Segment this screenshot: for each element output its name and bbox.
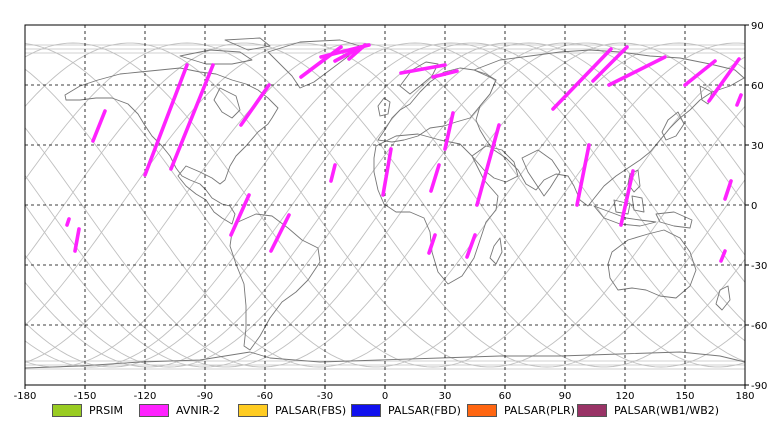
x-tick-label: 60 <box>499 391 512 400</box>
avnir-2-swath <box>229 193 251 237</box>
x-tick-label: -90 <box>197 391 213 400</box>
legend-item-palsar-fbs: PALSAR(FBS) <box>238 401 346 419</box>
legend-item-palsar-plr: PALSAR(PLR) <box>467 401 575 419</box>
legend-item-palsar-wb: PALSAR(WB1/WB2) <box>577 401 719 419</box>
avnir-2-swath <box>91 109 107 143</box>
avnir-2-swath <box>735 93 743 107</box>
coverage-map: -180 -150 -120 -90 -60 -30 0 30 60 90 120 150 180 90… <box>14 21 768 400</box>
x-tick-label: -150 <box>74 391 97 400</box>
coast-greenland <box>267 39 361 89</box>
avnir-2-swath <box>381 147 393 197</box>
x-tick-label: 90 <box>559 391 572 400</box>
y-tick-label: 60 <box>751 81 764 92</box>
graticule <box>25 25 745 385</box>
avnir-2-swath <box>427 233 437 255</box>
avnir-2-swath <box>607 55 667 87</box>
coast-japan <box>661 111 685 141</box>
avnir-2-swath <box>619 169 635 227</box>
avnir-2-swath <box>169 63 215 171</box>
legend-swatch-avnir-2 <box>139 403 169 417</box>
avnir-2-swath <box>683 59 717 87</box>
coast-kamchatka <box>699 85 713 105</box>
coast-europe <box>377 67 497 143</box>
avnir-2-swath <box>65 217 71 227</box>
avnir-2-swath <box>551 47 613 111</box>
coast-australia <box>607 229 697 299</box>
legend-swatch-palsar-fbs <box>238 403 268 417</box>
x-axis-ticks: -180 -150 -120 -90 -60 -30 0 30 60 90 120 150 180 <box>14 385 755 400</box>
legend-label-palsar-fbd: PALSAR(FBD) <box>388 403 461 417</box>
avnir-2-swath <box>475 123 501 207</box>
y-tick-label: -30 <box>751 261 767 272</box>
avnir-2-swath <box>347 43 367 61</box>
legend: PRSIM AVNIR-2 PALSAR(FBS) PALSAR(FBD) PA… <box>0 399 770 421</box>
coast-new-zealand <box>715 285 731 311</box>
y-tick-label: 30 <box>751 141 764 152</box>
x-tick-label: 120 <box>615 391 634 400</box>
avnir-2-swath <box>429 163 441 193</box>
avnir-2-swath <box>575 143 591 207</box>
coast-india <box>521 149 561 197</box>
legend-swatch-palsar-fbd <box>351 403 381 417</box>
legend-swatch-prsim <box>52 403 82 417</box>
avnir-2-swath <box>465 233 477 259</box>
x-tick-label: 180 <box>735 391 754 400</box>
coast-philippines <box>627 169 641 193</box>
x-tick-label: 30 <box>439 391 452 400</box>
coast-madagascar <box>489 237 503 265</box>
legend-item-avnir-2: AVNIR-2 <box>139 401 220 419</box>
orbit-track <box>24 42 746 368</box>
x-tick-label: -120 <box>134 391 157 400</box>
x-tick-label: 0 <box>382 391 388 400</box>
avnir-2-swath <box>73 227 81 253</box>
legend-label-palsar-fbs: PALSAR(FBS) <box>275 403 347 417</box>
y-tick-label: 90 <box>751 21 764 32</box>
avnir-2-swath <box>399 63 447 75</box>
avnir-2-swath <box>431 69 459 79</box>
legend-label-avnir-2: AVNIR-2 <box>176 403 220 417</box>
coast-new-guinea <box>655 211 693 229</box>
y-tick-label: -60 <box>751 321 767 332</box>
avnir-2-swath <box>239 83 271 127</box>
legend-swatch-palsar-wb <box>577 403 607 417</box>
avnir-2-swath <box>719 249 727 263</box>
coast-south-america <box>229 213 321 351</box>
x-tick-label: 150 <box>675 391 694 400</box>
avnir-2-swath <box>269 213 291 253</box>
legend-swatch-palsar-plr <box>467 403 497 417</box>
coast-africa <box>373 133 499 285</box>
avnir-2-swath <box>443 111 455 151</box>
avnir-2-swath <box>707 57 741 103</box>
legend-item-palsar-fbd: PALSAR(FBD) <box>351 401 461 419</box>
coast-arctic-islands <box>179 37 271 65</box>
coast-scandinavia <box>399 61 439 95</box>
avnir-2-swath <box>329 163 337 183</box>
y-tick-label: -90 <box>751 381 767 392</box>
avnir-2-swath <box>591 45 629 83</box>
x-tick-label: -30 <box>317 391 333 400</box>
x-tick-label: -180 <box>14 391 37 400</box>
y-axis-ticks: 90 60 30 0 -30 -60 -90 <box>745 21 767 392</box>
avnir-2-swaths <box>65 43 743 263</box>
avnir-2-swath <box>723 179 733 201</box>
legend-label-prsim: PRSIM <box>89 403 123 417</box>
coast-antarctica <box>24 351 746 369</box>
coast-britain <box>377 97 391 117</box>
legend-label-palsar-plr: PALSAR(PLR) <box>504 403 575 417</box>
avnir-2-swath <box>143 63 189 177</box>
x-tick-label: -60 <box>257 391 273 400</box>
legend-item-prsim: PRSIM <box>52 401 123 419</box>
legend-label-palsar-wb: PALSAR(WB1/WB2) <box>614 403 720 417</box>
y-tick-label: 0 <box>751 201 757 212</box>
coast-hudson-bay <box>213 87 241 119</box>
